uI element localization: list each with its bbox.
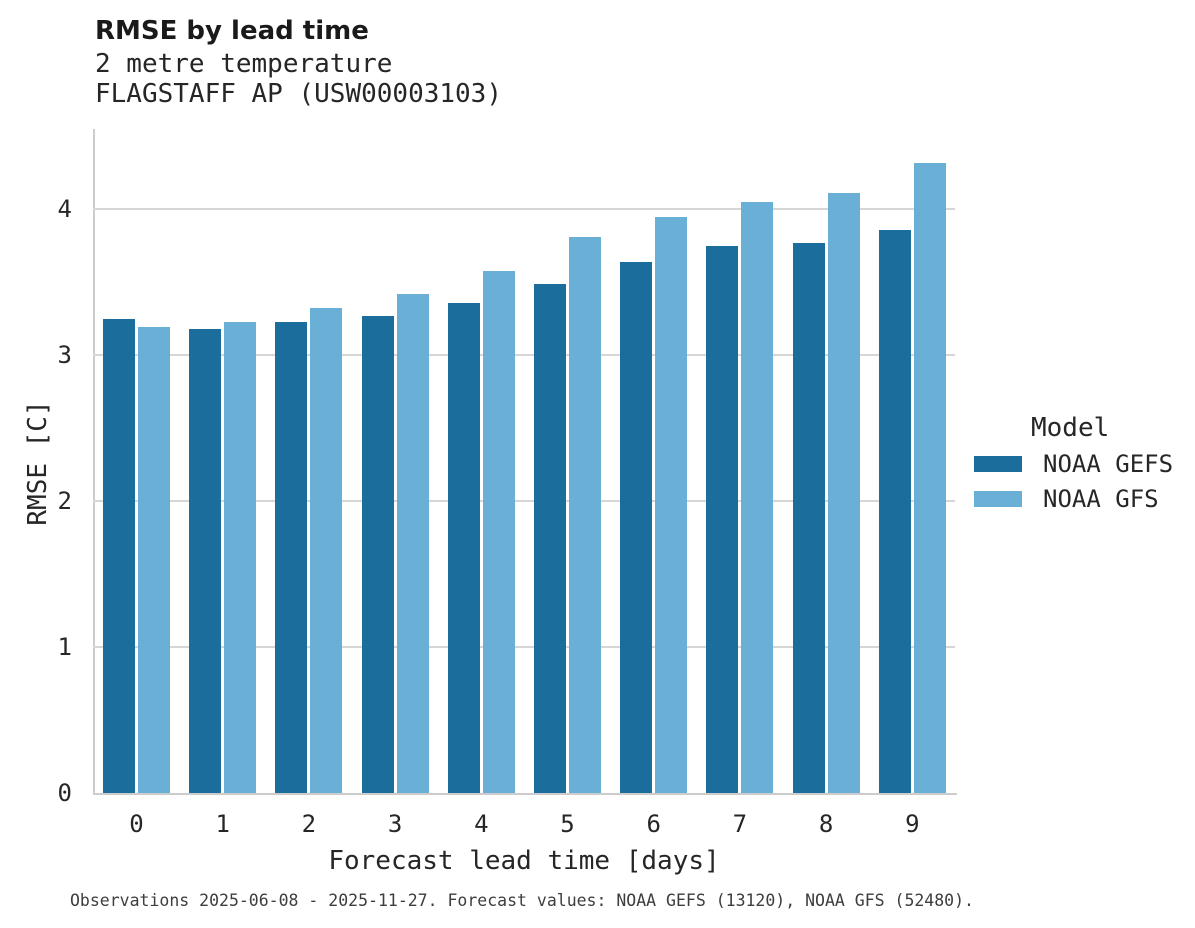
bar-noaa-gfs-lead-3	[396, 294, 429, 793]
x-tick-label-5: 5	[560, 810, 575, 838]
bar-noaa-gefs-lead-1	[189, 329, 222, 793]
chart-subtitle-station: FLAGSTAFF AP (USW00003103)	[95, 79, 502, 109]
bar-noaa-gefs-lead-7	[706, 246, 739, 793]
bar-noaa-gefs-lead-4	[447, 303, 480, 793]
gridline-y-2	[93, 500, 955, 503]
x-tick-label-2: 2	[301, 810, 317, 838]
bar-noaa-gefs-lead-9	[878, 230, 911, 793]
x-tick-label-3: 3	[387, 810, 403, 838]
bar-noaa-gfs-lead-2	[310, 308, 343, 793]
gridline-y-3	[93, 354, 955, 357]
bar-noaa-gfs-lead-0	[138, 327, 170, 793]
bar-noaa-gefs-lead-2	[275, 322, 308, 793]
legend-label-gfs: NOAA GFS	[1043, 485, 1159, 513]
x-tick-label-6: 6	[646, 810, 661, 838]
bar-noaa-gefs-lead-3	[361, 316, 394, 793]
x-tick-label-1: 1	[215, 810, 230, 838]
bar-noaa-gfs-lead-1	[224, 322, 257, 793]
legend-swatch-gfs	[974, 491, 1022, 507]
legend-label-gefs: NOAA GEFS	[1043, 450, 1174, 478]
y-tick-label-4: 4	[57, 195, 72, 224]
gridline-y-4	[93, 208, 955, 211]
bar-noaa-gfs-lead-6	[655, 217, 688, 793]
y-tick-label-0: 0	[57, 779, 72, 807]
legend-title: Model	[1031, 413, 1110, 443]
x-tick-label-0: 0	[129, 810, 144, 838]
y-tick-label-1: 1	[57, 633, 72, 662]
bar-noaa-gfs-lead-4	[482, 271, 515, 793]
x-tick-label-4: 4	[474, 810, 489, 838]
chart-title: RMSE by lead time	[95, 16, 369, 46]
y-tick-label-3: 3	[57, 341, 72, 370]
bar-noaa-gfs-lead-5	[569, 237, 601, 793]
bar-noaa-gefs-lead-8	[792, 243, 825, 793]
x-axis-spine	[93, 793, 957, 795]
gridline-y-1	[93, 646, 955, 649]
x-tick-label-9: 9	[905, 810, 920, 838]
bar-noaa-gefs-lead-5	[534, 284, 566, 793]
x-tick-label-8: 8	[818, 810, 834, 838]
bar-noaa-gfs-lead-7	[741, 202, 774, 793]
x-tick-label-7: 7	[732, 810, 748, 838]
bar-noaa-gefs-lead-0	[103, 319, 135, 793]
legend-swatch-gefs	[974, 456, 1022, 472]
y-tick-label-2: 2	[57, 487, 72, 516]
plot-area	[93, 129, 955, 793]
footer-caption: Observations 2025-06-08 - 2025-11-27. Fo…	[70, 891, 974, 910]
x-axis-title: Forecast lead time [days]	[328, 846, 720, 876]
chart-subtitle-variable: 2 metre temperature	[95, 49, 393, 79]
y-axis-spine	[93, 129, 95, 795]
bar-noaa-gefs-lead-6	[620, 262, 653, 793]
bar-noaa-gfs-lead-9	[913, 163, 946, 793]
bar-noaa-gfs-lead-8	[827, 193, 860, 793]
